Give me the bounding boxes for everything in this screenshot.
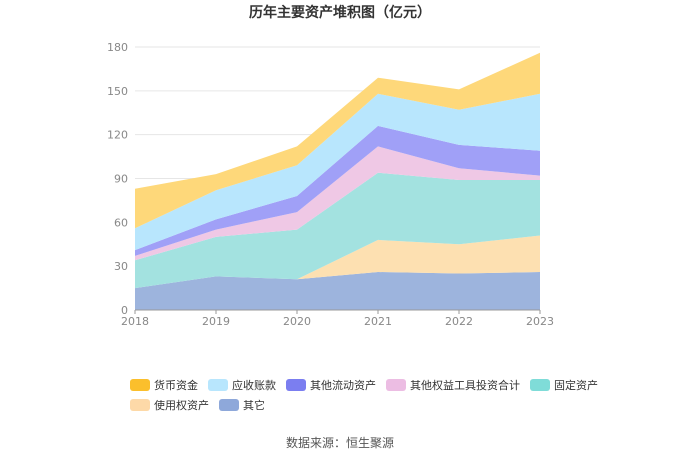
area-series-1 [135,235,540,289]
y-tick-label: 0 [121,304,128,317]
legend-swatch [386,379,406,391]
legend-item[interactable]: 其他权益工具投资合计 [386,378,520,392]
x-tick-label: 2018 [121,315,149,328]
area-series-4 [135,125,540,256]
legend-label: 其他权益工具投资合计 [410,378,520,392]
legend-item[interactable]: 固定资产 [530,378,598,392]
x-tick-label: 2019 [202,315,230,328]
legend-swatch [208,379,228,391]
legend-label: 使用权资产 [154,398,209,412]
legend-label: 其他流动资产 [310,378,376,392]
area-series-2 [135,172,540,289]
legend-item[interactable]: 货币资金 [130,378,198,392]
legend-swatch [130,399,150,411]
area-series-0 [135,272,540,310]
y-tick-label: 30 [114,260,128,273]
data-source-note: 数据来源：恒生聚源 [286,435,394,450]
legend-swatch [130,379,150,391]
legend-item[interactable]: 使用权资产 [130,398,209,412]
y-tick-label: 90 [114,173,128,186]
legend-label: 货币资金 [154,378,198,392]
x-tick-label: 2020 [283,315,311,328]
legend-swatch [530,379,550,391]
legend-item[interactable]: 其他流动资产 [286,378,376,392]
area-series-5 [135,93,540,251]
y-tick-label: 120 [107,129,128,142]
legend-item[interactable]: 应收账款 [208,378,276,392]
x-tick-label: 2023 [526,315,554,328]
y-tick-label: 150 [107,85,128,98]
legend-label: 应收账款 [232,378,276,392]
y-tick-label: 180 [107,41,128,54]
legend-swatch [219,399,239,411]
area-series-3 [135,146,540,261]
legend-item[interactable]: 其它 [219,398,265,412]
area-series-6 [135,52,540,229]
area-layer [135,52,540,310]
legend-label: 固定资产 [554,378,598,392]
x-tick-label: 2022 [445,315,473,328]
axis-layer: 0 30 60 90 120 150 180 2018 2019 2020 2021 2022 2023 [107,41,554,328]
x-tick-label: 2021 [364,315,392,328]
y-tick-label: 60 [114,216,128,229]
legend-label: 其它 [243,398,265,412]
legend-swatch [286,379,306,391]
chart-title: 历年主要资产堆积图（亿元） [249,4,431,21]
